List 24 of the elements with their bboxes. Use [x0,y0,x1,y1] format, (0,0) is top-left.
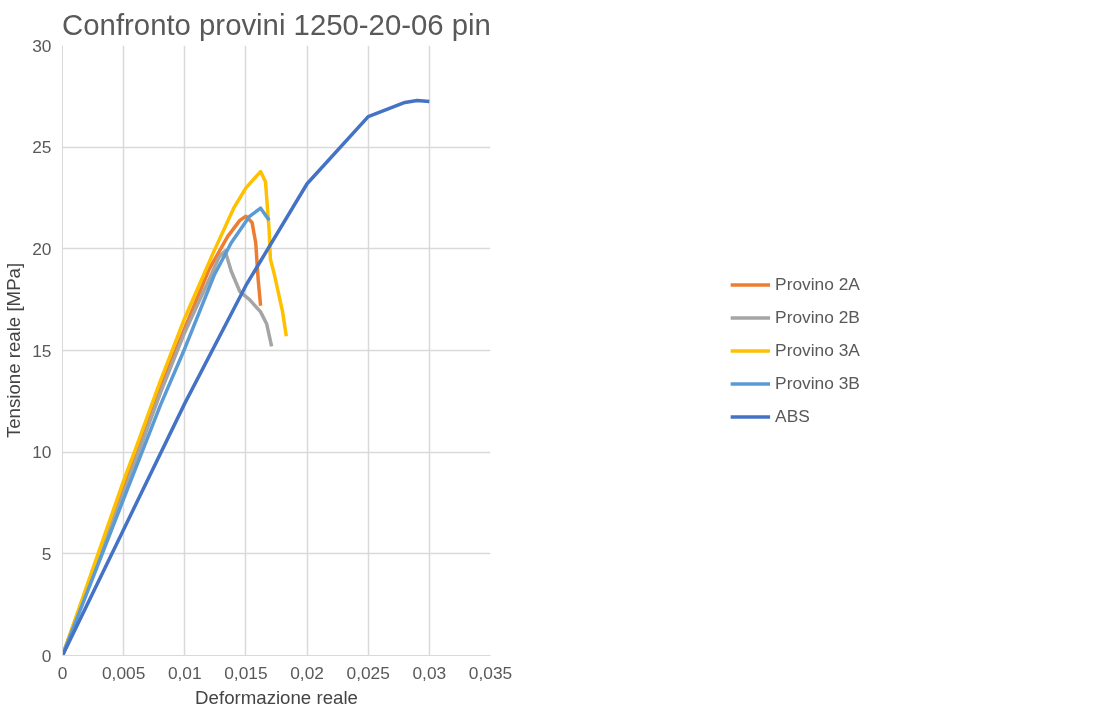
legend-label: Provino 2A [775,273,860,295]
legend-label: Provino 3B [775,372,860,394]
y-tick-label: 0 [41,645,52,666]
x-axis-title: Deformazione reale [195,686,358,708]
legend-label: Provino 2B [775,306,860,328]
x-tick-label: 0,005 [101,662,146,683]
y-axis-title: Tensione reale [MPa] [3,262,25,439]
x-tick-label: 0,015 [224,662,268,683]
y-tick-label: 5 [41,543,52,564]
y-tick-label: 30 [32,35,52,56]
y-tick-label: 15 [32,340,52,361]
x-tick-label: 0,02 [290,662,324,683]
legend-label: Provino 3A [775,339,860,361]
x-tick-label: 0 [57,662,68,683]
y-tick-label: 10 [32,442,52,463]
line-series [62,98,432,656]
x-tick-label: 0,01 [167,662,202,683]
x-tick-label: 0,025 [346,662,390,683]
y-tick-label: 20 [32,238,52,259]
x-tick-label: 0,03 [412,662,447,683]
x-tick-label: 0,035 [468,662,513,683]
chart-title: Confronto provini 1250-20-06 pin [62,7,491,41]
legend-label: ABS [775,405,810,427]
y-tick-label: 25 [32,137,52,158]
